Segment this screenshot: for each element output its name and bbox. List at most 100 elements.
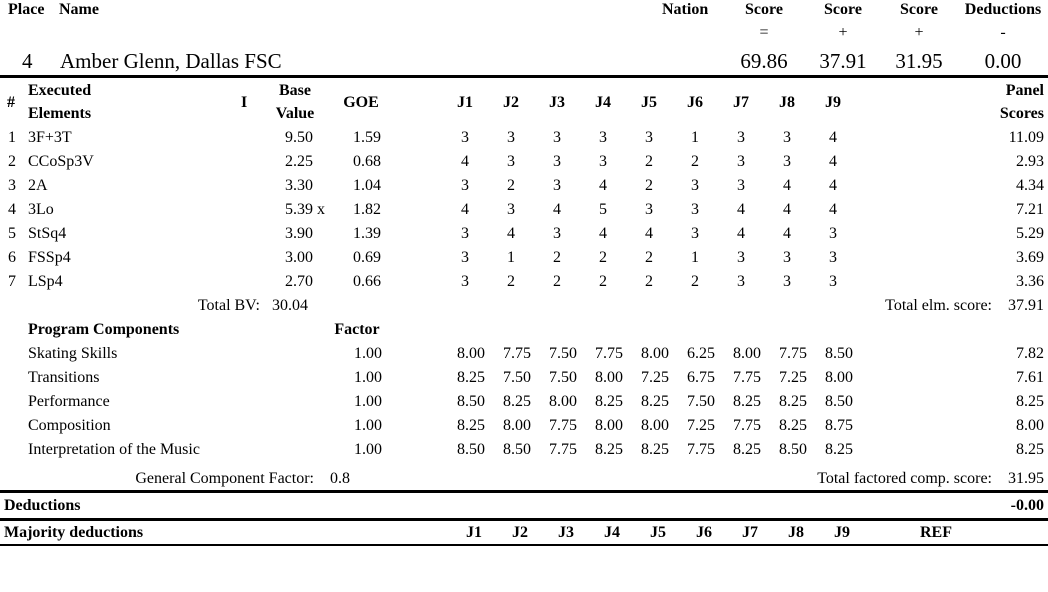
- element-judge-score: 4: [599, 177, 607, 194]
- element-code: 3F+3T: [28, 129, 72, 146]
- element-goe: 1.59: [353, 129, 381, 146]
- total-component-score: 31.95: [895, 49, 943, 73]
- element-panel-score: 7.21: [1016, 201, 1044, 218]
- deductions-row-label: Deductions: [4, 497, 81, 514]
- element-judge-score: 5: [599, 201, 607, 218]
- component-score-label: Score: [900, 1, 938, 18]
- element-number: 6: [8, 249, 16, 266]
- component-judge-score: 8.50: [503, 441, 531, 458]
- component-judge-score: 7.75: [503, 345, 531, 362]
- component-judge-score: 6.75: [687, 369, 715, 386]
- component-judge-score: 8.00: [457, 345, 485, 362]
- skater-name: Amber Glenn, Dallas FSC: [60, 49, 282, 73]
- element-judge-score: 3: [783, 273, 791, 290]
- minus-operator: -: [1000, 24, 1006, 41]
- component-judge-score: 8.25: [595, 393, 623, 410]
- element-judge-score: 4: [829, 201, 837, 218]
- component-judge-score: 8.25: [733, 393, 761, 410]
- component-judge-score: 7.50: [549, 345, 577, 362]
- element-judge-score: 4: [553, 201, 561, 218]
- element-judge-score: 3: [829, 249, 837, 266]
- element-code: CCoSp3V: [28, 153, 94, 170]
- element-number: 1: [8, 129, 16, 146]
- element-judge-score: 2: [599, 249, 607, 266]
- component-judge-score: 8.00: [641, 417, 669, 434]
- component-judge-score: 8.25: [779, 393, 807, 410]
- element-judge-score: 3: [737, 129, 745, 146]
- element-judge-score: 2: [507, 177, 515, 194]
- element-judge-score: 2: [645, 273, 653, 290]
- element-judge-score: 2: [599, 273, 607, 290]
- element-goe: 0.66: [353, 273, 381, 290]
- component-judge-score: 8.25: [779, 417, 807, 434]
- value-header: Value: [275, 105, 315, 122]
- component-judge-score: 7.75: [733, 369, 761, 386]
- component-name: Performance: [28, 393, 110, 410]
- element-judge-score: 1: [691, 129, 699, 146]
- factor-header: Factor: [334, 321, 380, 338]
- element-judge-score: 2: [691, 153, 699, 170]
- judge-header-j7: J7: [733, 94, 749, 111]
- majority-judge-j1: J1: [466, 524, 482, 541]
- majority-judge-j2: J2: [512, 524, 528, 541]
- component-judge-score: 7.75: [595, 345, 623, 362]
- deductions-divider: [0, 518, 1048, 521]
- element-judge-score: 3: [461, 129, 469, 146]
- element-judge-score: 4: [829, 177, 837, 194]
- component-judge-score: 8.25: [641, 393, 669, 410]
- component-judge-score: 7.75: [549, 441, 577, 458]
- element-number: 5: [8, 225, 16, 242]
- element-judge-score: 4: [599, 225, 607, 242]
- element-number: 3: [8, 177, 16, 194]
- element-judge-score: 3: [553, 225, 561, 242]
- element-judge-score: 3: [783, 249, 791, 266]
- element-judge-score: 3: [553, 129, 561, 146]
- element-judge-score: 3: [691, 225, 699, 242]
- element-goe: 0.68: [353, 153, 381, 170]
- element-judge-score: 4: [829, 129, 837, 146]
- majority-judge-j5: J5: [650, 524, 666, 541]
- component-judge-score: 7.50: [687, 393, 715, 410]
- goe-header: GOE: [343, 94, 379, 111]
- component-factor: 1.00: [354, 441, 382, 458]
- component-score: 8.25: [1016, 393, 1044, 410]
- place-label: Place: [8, 1, 45, 18]
- bottom-divider: [0, 544, 1048, 546]
- component-judge-score: 6.25: [687, 345, 715, 362]
- total-elm-score-value: 37.91: [1008, 297, 1044, 314]
- element-panel-score: 11.09: [1008, 129, 1044, 146]
- element-judge-score: 3: [645, 201, 653, 218]
- nation-label: Nation: [662, 1, 709, 18]
- component-judge-score: 7.75: [733, 417, 761, 434]
- component-factor: 1.00: [354, 369, 382, 386]
- element-score-label: Score: [824, 1, 862, 18]
- majority-judge-j8: J8: [788, 524, 804, 541]
- element-judge-score: 4: [783, 225, 791, 242]
- element-judge-score: 3: [461, 225, 469, 242]
- component-score: 8.25: [1016, 441, 1044, 458]
- element-judge-score: 1: [691, 249, 699, 266]
- skater-place: 4: [22, 49, 33, 73]
- elements-header: Elements: [28, 105, 92, 122]
- component-judge-score: 7.25: [779, 369, 807, 386]
- element-code: StSq4: [28, 225, 67, 242]
- element-judge-score: 3: [599, 153, 607, 170]
- scores-header: Scores: [999, 105, 1044, 122]
- component-judge-score: 7.50: [503, 369, 531, 386]
- element-judge-score: 3: [553, 153, 561, 170]
- component-judge-score: 8.50: [825, 393, 853, 410]
- element-code: LSp4: [28, 273, 63, 290]
- total-comp-score-label: Total factored comp. score:: [817, 470, 992, 487]
- element-judge-score: 2: [645, 177, 653, 194]
- majority-deductions-label: Majority deductions: [4, 524, 144, 541]
- component-judge-score: 8.00: [595, 417, 623, 434]
- name-label: Name: [59, 1, 99, 18]
- component-judge-score: 8.25: [733, 441, 761, 458]
- element-judge-score: 4: [737, 201, 745, 218]
- element-base-value: 3.00: [285, 249, 313, 266]
- element-base-value: 5.39: [285, 201, 313, 218]
- component-judge-score: 7.75: [687, 441, 715, 458]
- total-segment-score: 69.86: [740, 49, 788, 73]
- total-element-score: 37.91: [819, 49, 867, 73]
- element-judge-score: 3: [553, 177, 561, 194]
